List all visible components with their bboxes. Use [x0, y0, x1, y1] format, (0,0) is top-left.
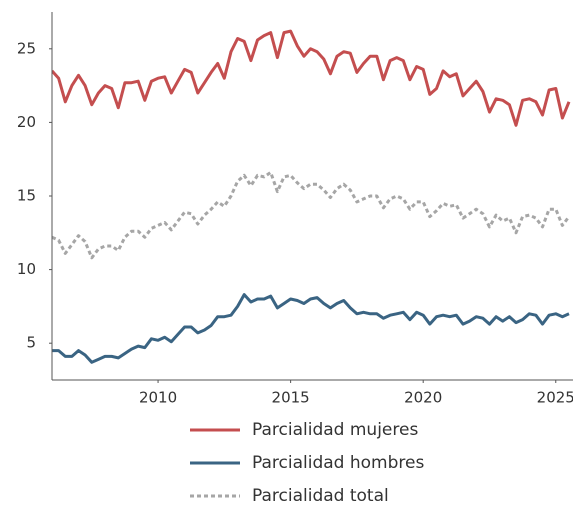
legend: Parcialidad mujeres Parcialidad hombres Pa… [190, 420, 424, 506]
y-tick-label: 5 [26, 334, 36, 352]
plot-area [52, 29, 571, 364]
y-tick-label: 10 [17, 260, 36, 278]
x-tick-label: 2020 [404, 389, 442, 407]
legend-label: Parcialidad total [252, 486, 389, 506]
x-tick-label: 2010 [139, 389, 177, 407]
y-tick-label: 20 [17, 113, 36, 131]
series-line [52, 29, 571, 127]
x-tick-label: 2025 [537, 389, 573, 407]
x-tick-label: 2015 [272, 389, 310, 407]
y-tick-label: 25 [17, 39, 36, 57]
series-line [52, 293, 570, 364]
legend-label: Parcialidad hombres [252, 453, 424, 473]
legend-label: Parcialidad mujeres [252, 420, 418, 440]
series-line [52, 170, 571, 260]
y-tick-label: 15 [17, 187, 36, 205]
